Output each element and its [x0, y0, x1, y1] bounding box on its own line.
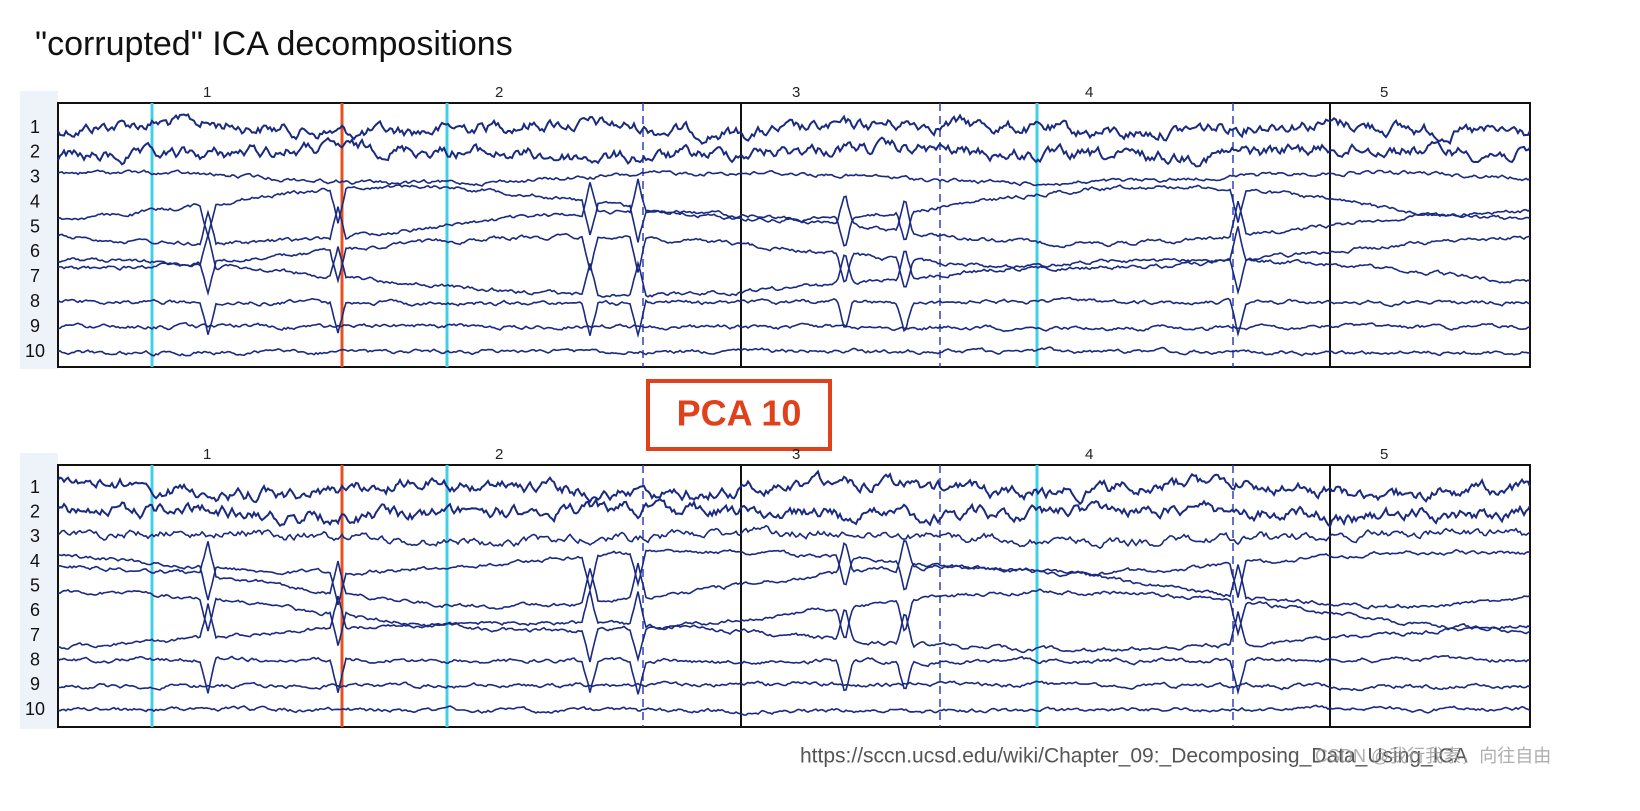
time-label: 1	[203, 446, 211, 463]
time-label: 5	[1380, 446, 1388, 463]
eeg-trace	[57, 539, 1531, 610]
time-label: 3	[792, 84, 800, 101]
time-label: 4	[1085, 84, 1093, 101]
time-label: 4	[1085, 446, 1093, 463]
eeg-trace	[57, 588, 1531, 663]
eeg-trace	[57, 136, 1531, 168]
eeg-trace	[57, 587, 1531, 654]
eeg-trace	[57, 469, 1531, 506]
channel-label: 2	[30, 142, 40, 162]
eeg-trace	[57, 178, 1531, 249]
eeg-trace	[58, 232, 1531, 297]
channel-label: 7	[30, 266, 40, 286]
eeg-trace	[57, 321, 1531, 333]
channel-strip	[20, 453, 58, 729]
eeg-trace	[57, 680, 1531, 692]
plot-frame	[57, 464, 1531, 728]
watermark: CSDN @我行我素，向往自由	[1315, 746, 1551, 766]
channel-label: 4	[30, 191, 40, 211]
channel-label: 10	[25, 699, 45, 719]
channel-label: 10	[25, 341, 45, 361]
eeg-trace	[57, 704, 1531, 716]
channel-label: 9	[30, 316, 40, 336]
time-label: 2	[495, 84, 503, 101]
label-box-text: PCA 10	[677, 393, 802, 434]
slide-title: "corrupted" ICA decompositions	[35, 25, 513, 63]
channel-label: 9	[30, 674, 40, 694]
channel-label: 6	[30, 241, 40, 261]
eeg-trace	[57, 497, 1531, 529]
channel-label: 7	[30, 625, 40, 645]
time-label: 1	[203, 84, 211, 101]
channel-label: 8	[30, 649, 40, 669]
channel-label: 5	[30, 216, 40, 236]
eeg-trace	[57, 169, 1531, 187]
eeg-trace	[57, 184, 1531, 247]
source-url: https://sccn.ucsd.edu/wiki/Chapter_09:_D…	[800, 745, 1468, 768]
channel-label: 6	[30, 600, 40, 620]
channel-label: 4	[30, 551, 40, 571]
time-label: 5	[1380, 84, 1388, 101]
time-label: 2	[495, 446, 503, 463]
plot-frame	[57, 102, 1531, 368]
channel-label: 1	[30, 117, 40, 137]
eeg-trace	[57, 226, 1531, 298]
channel-label: 2	[30, 501, 40, 521]
eeg-trace	[57, 113, 1531, 146]
time-label: 3	[792, 446, 800, 463]
eeg-trace	[57, 346, 1531, 357]
channel-label: 3	[30, 167, 40, 187]
channel-label: 1	[30, 477, 40, 497]
eeg-trace	[57, 548, 1531, 606]
channel-label: 5	[30, 575, 40, 595]
channel-label: 8	[30, 291, 40, 311]
eeg-trace	[57, 654, 1531, 696]
label-box-frame	[646, 379, 832, 451]
channel-label: 3	[30, 526, 40, 546]
eeg-trace	[57, 524, 1531, 550]
eeg-trace	[57, 296, 1531, 339]
channel-strip	[20, 91, 58, 369]
